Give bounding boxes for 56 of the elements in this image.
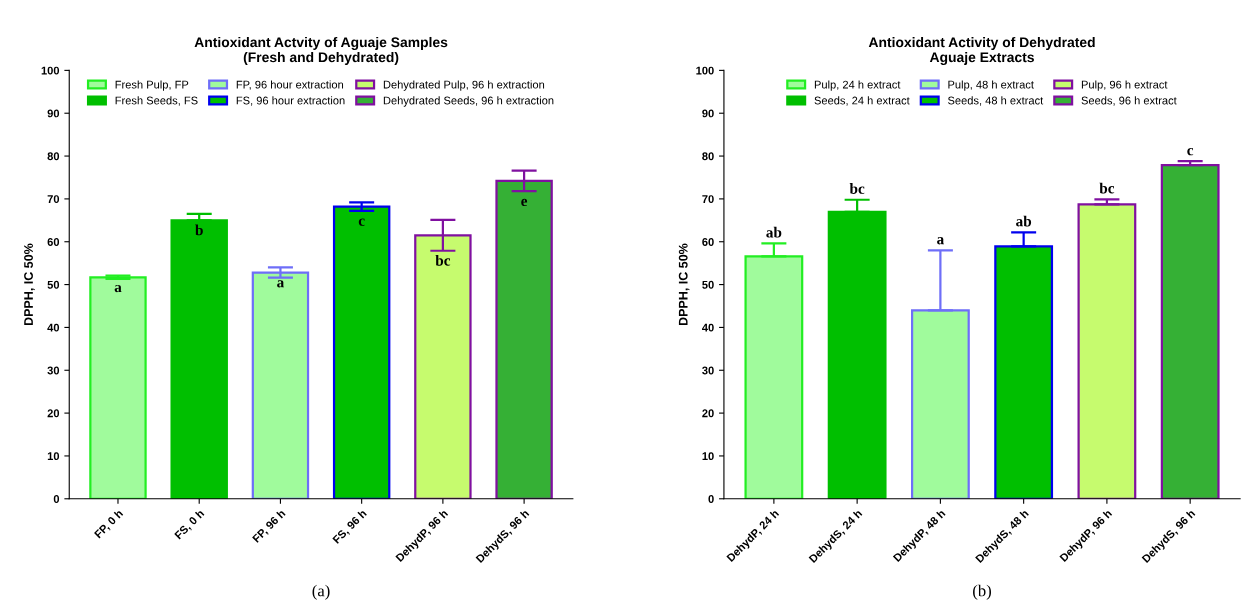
annotation: a xyxy=(937,237,944,245)
y-tick-label: 50 xyxy=(47,280,60,289)
legend-label: Pulp, 24 h extract xyxy=(814,80,901,91)
y-tick-label: 20 xyxy=(47,409,60,418)
y-tick-label: 70 xyxy=(702,195,714,204)
legend-label: Pulp, 48 h extract xyxy=(948,80,1034,91)
x-tick-label: FP, 0 h xyxy=(93,508,125,540)
y-tick-label: 90 xyxy=(47,109,60,118)
annotation: ab xyxy=(766,226,782,238)
annotation: b xyxy=(195,224,203,236)
legend-label: Dehydrated Pulp, 96 h extraction xyxy=(383,80,545,91)
legend-label: Pulp, 96 h extract xyxy=(1081,80,1168,91)
annotation: a xyxy=(277,280,285,288)
x-tick-label: FS, 0 h xyxy=(173,508,206,541)
y-tick-label: 30 xyxy=(702,366,714,375)
y-tick-label: 0 xyxy=(708,495,714,503)
y-axis-title: DPPH, IC 50% xyxy=(24,243,35,326)
legend-label: Dehydrated Seeds, 96 h extraction xyxy=(383,96,554,107)
text: (a) xyxy=(312,584,330,600)
legend-label: Seeds, 48 h extract xyxy=(947,96,1044,106)
x-tick-label: FP, 96 h xyxy=(251,508,287,544)
annotation: bc xyxy=(849,183,865,194)
y-tick-label: 60 xyxy=(702,238,714,246)
y-tick-label: 40 xyxy=(47,323,60,332)
annotation: bc xyxy=(435,254,451,266)
chart-title: Antioxidant Activity of Dehydrated Aguaje Extracts xyxy=(868,37,1095,65)
y-tick-label: 100 xyxy=(696,66,714,75)
y-tick-label: 0 xyxy=(53,495,60,503)
chart-title: Antioxidant Actvity of Aguaje Samples (Fresh and Dehydrated) xyxy=(194,36,448,65)
y-tick-label: 10 xyxy=(47,452,60,461)
y-tick-label: 90 xyxy=(702,109,714,118)
legend-label: Fresh Seeds, FS xyxy=(115,96,198,106)
y-axis-title: DPPH, IC 50% xyxy=(678,243,690,326)
y-tick-label: 40 xyxy=(702,323,714,332)
annotation: c xyxy=(1187,147,1194,156)
y-tick-label: 100 xyxy=(41,66,60,75)
y-tick-label: 80 xyxy=(702,152,714,161)
x-tick-label: FS, 96 h xyxy=(332,508,369,546)
legend-label: Fresh Pulp, FP xyxy=(115,80,189,91)
legend-label: Seeds, 24 h extract xyxy=(814,96,910,106)
y-tick-label: 30 xyxy=(47,366,60,375)
annotation: bc xyxy=(1099,182,1115,194)
annotation: c xyxy=(358,218,365,226)
legend-label: FS, 96 hour extraction xyxy=(236,96,345,106)
y-tick-label: 80 xyxy=(47,152,60,161)
annotation: e xyxy=(521,198,528,207)
y-tick-label: 50 xyxy=(702,280,714,289)
y-tick-label: 70 xyxy=(47,195,60,204)
y-tick-label: 60 xyxy=(47,238,60,246)
y-tick-label: 20 xyxy=(702,409,714,418)
legend-label: FP, 96 hour extraction xyxy=(236,80,344,90)
text: (b) xyxy=(973,584,992,600)
annotation: ab xyxy=(1016,215,1032,227)
annotation: a xyxy=(114,284,122,293)
y-tick-label: 10 xyxy=(702,452,714,461)
legend-label: Seeds, 96 h extract xyxy=(1081,96,1177,106)
